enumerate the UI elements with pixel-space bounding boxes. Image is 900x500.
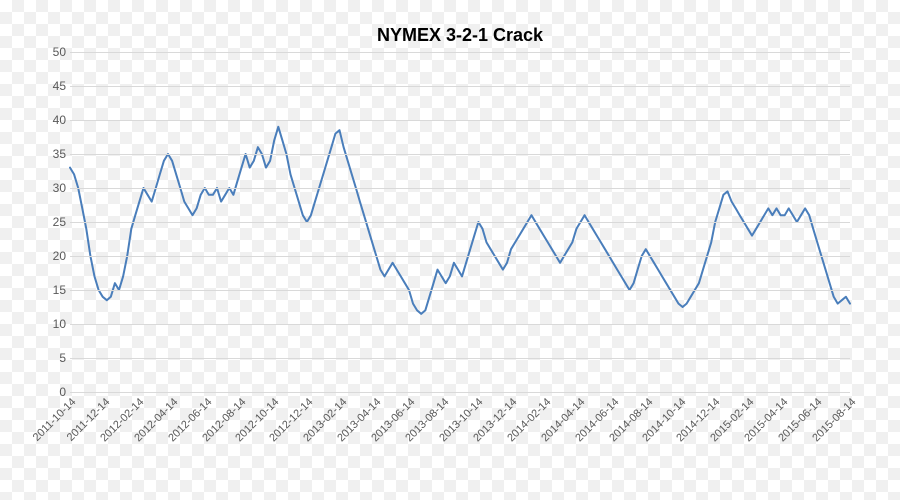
gridline	[70, 222, 850, 223]
x-axis-labels: 2011-10-142011-12-142012-02-142012-04-14…	[70, 392, 850, 472]
y-tick-label: 20	[38, 249, 66, 263]
chart-container: NYMEX 3-2-1 Crack 05101520253035404550 2…	[60, 25, 860, 465]
gridline	[70, 52, 850, 53]
gridline	[70, 358, 850, 359]
gridline	[70, 324, 850, 325]
gridline	[70, 120, 850, 121]
gridline	[70, 154, 850, 155]
gridline	[70, 290, 850, 291]
y-tick-label: 5	[38, 351, 66, 365]
gridline	[70, 86, 850, 87]
y-tick-label: 50	[38, 45, 66, 59]
y-tick-label: 15	[38, 283, 66, 297]
y-tick-label: 35	[38, 147, 66, 161]
plot-area: 05101520253035404550	[70, 52, 850, 392]
y-tick-label: 45	[38, 79, 66, 93]
gridline	[70, 188, 850, 189]
y-tick-label: 40	[38, 113, 66, 127]
y-tick-label: 0	[38, 385, 66, 399]
y-tick-label: 30	[38, 181, 66, 195]
chart-title: NYMEX 3-2-1 Crack	[60, 25, 860, 46]
gridline	[70, 256, 850, 257]
y-tick-label: 25	[38, 215, 66, 229]
y-tick-label: 10	[38, 317, 66, 331]
